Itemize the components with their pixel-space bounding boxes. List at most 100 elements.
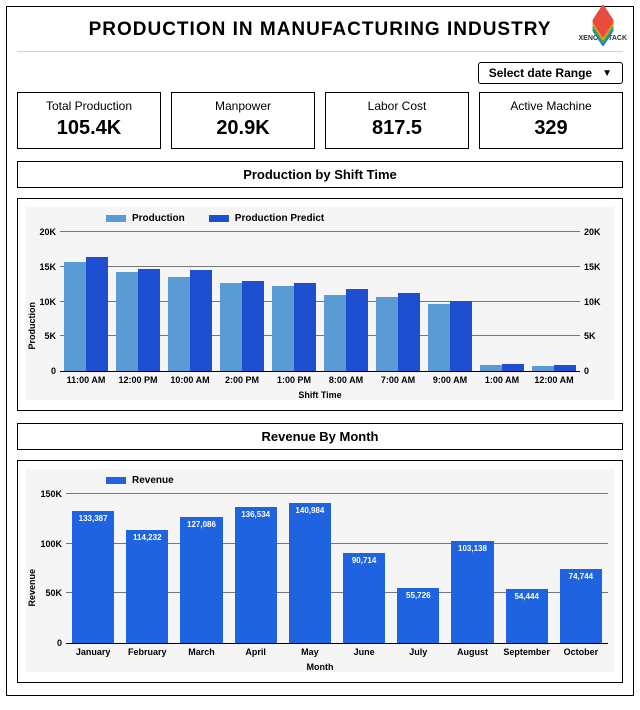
ytick-label: 20K <box>26 227 56 237</box>
xtick-label: 2:00 PM <box>225 375 259 385</box>
date-range-label: Select date Range <box>489 66 592 80</box>
x-axis: 11:00 AM12:00 PM10:00 AM2:00 PM1:00 PM8:… <box>60 372 580 386</box>
ytick-label: 0 <box>26 366 56 376</box>
kpi-label: Manpower <box>176 99 310 113</box>
section-title-shift: Production by Shift Time <box>17 161 623 188</box>
bar <box>138 269 160 371</box>
xtick-label: 10:00 AM <box>170 375 209 385</box>
revenue-chart: Revenue050K100K150KRevenue133,387114,232… <box>26 469 614 672</box>
kpi-card: Active Machine 329 <box>479 92 623 149</box>
bar-value-label: 136,534 <box>241 510 270 519</box>
date-range-select[interactable]: Select date Range ▼ <box>478 62 623 84</box>
xtick-label: July <box>409 647 427 657</box>
xtick-label: 12:00 AM <box>534 375 573 385</box>
bar: 54,444 <box>506 589 548 643</box>
bar <box>554 365 576 371</box>
xtick-label: October <box>564 647 599 657</box>
grid-line <box>60 266 580 267</box>
bar <box>220 283 242 371</box>
bar <box>450 301 472 371</box>
bar <box>64 262 86 371</box>
ytick-label: 0 <box>584 366 614 376</box>
legend-label: Production Predict <box>235 213 324 224</box>
xtick-label: 11:00 AM <box>67 375 106 385</box>
brand-logo: XENONSTACK <box>579 11 627 42</box>
plot-area: 05K10K15K20K05K10K15K20KProduction <box>60 232 580 372</box>
ytick-label: 5K <box>584 331 614 341</box>
bar <box>272 286 294 371</box>
shift-chart-panel: Production Production Predict 05K10K15K20K… <box>17 198 623 411</box>
bar-value-label: 55,726 <box>406 591 430 600</box>
xtick-label: April <box>245 647 266 657</box>
bar <box>116 272 138 371</box>
xtick-label: June <box>354 647 375 657</box>
date-row: Select date Range ▼ <box>17 62 623 84</box>
logo-stack-icon <box>592 11 614 33</box>
xtick-label: January <box>76 647 111 657</box>
chart-legend: Revenue <box>26 469 614 494</box>
y-axis-label: Production <box>27 302 37 350</box>
kpi-value: 105.4K <box>22 117 156 140</box>
xtick-label: August <box>457 647 488 657</box>
bar-value-label: 103,138 <box>458 544 487 553</box>
xtick-label: 1:00 AM <box>485 375 519 385</box>
legend-label: Production <box>132 213 185 224</box>
bar <box>86 257 108 371</box>
bar: 55,726 <box>397 588 439 643</box>
kpi-value: 817.5 <box>330 117 464 140</box>
bar <box>168 277 190 371</box>
bar-value-label: 90,714 <box>352 556 376 565</box>
legend-item: Production Predict <box>209 213 324 224</box>
x-axis: JanuaryFebruaryMarchAprilMayJuneJulyAugu… <box>66 644 608 658</box>
kpi-card: Labor Cost817.5 <box>325 92 469 149</box>
kpi-label: Active Machine <box>484 99 618 113</box>
kpi-row: Total Production 105.4K Manpower 20.9K Labor… <box>17 92 623 149</box>
bar <box>532 366 554 371</box>
xtick-label: 12:00 PM <box>118 375 157 385</box>
ytick-label: 150K <box>26 489 62 499</box>
kpi-card: Total Production 105.4K <box>17 92 161 149</box>
bar <box>242 281 264 371</box>
kpi-card: Manpower 20.9K <box>171 92 315 149</box>
legend-swatch-icon <box>209 215 229 222</box>
plot-area: 050K100K150KRevenue133,387114,232127,086… <box>66 494 608 644</box>
bar <box>294 283 316 371</box>
grid-line <box>60 231 580 232</box>
bar <box>376 297 398 371</box>
bar: 136,534 <box>235 507 277 643</box>
bar: 140,984 <box>289 503 331 643</box>
xtick-label: 1:00 PM <box>277 375 311 385</box>
bar: 103,138 <box>451 541 493 643</box>
bar <box>502 364 524 371</box>
bar-value-label: 133,387 <box>79 514 108 523</box>
bar-value-label: 127,086 <box>187 520 216 529</box>
bar: 133,387 <box>72 511 114 643</box>
legend-item: Production <box>106 213 185 224</box>
xtick-label: September <box>503 647 550 657</box>
legend-label: Revenue <box>132 475 174 486</box>
bar <box>190 270 212 371</box>
ytick-label: 15K <box>26 262 56 272</box>
bar: 127,086 <box>180 517 222 643</box>
xtick-label: March <box>188 647 215 657</box>
bar <box>428 304 450 371</box>
page-title: PRODUCTION IN MANUFACTURING INDUSTRY <box>17 15 623 52</box>
xtick-label: 7:00 AM <box>381 375 415 385</box>
bar: 114,232 <box>126 530 168 643</box>
bar: 90,714 <box>343 553 385 643</box>
kpi-value: 20.9K <box>176 117 310 140</box>
bar <box>346 289 368 371</box>
xtick-label: 9:00 AM <box>433 375 467 385</box>
header: PRODUCTION IN MANUFACTURING INDUSTRY XEN… <box>17 15 623 52</box>
kpi-value: 329 <box>484 117 618 140</box>
dashboard-page: PRODUCTION IN MANUFACTURING INDUSTRY XEN… <box>6 6 634 696</box>
shift-chart: Production Production Predict 05K10K15K20K… <box>26 207 614 400</box>
chart-legend: Production Production Predict <box>26 207 614 232</box>
bar-value-label: 54,444 <box>514 592 538 601</box>
xtick-label: May <box>301 647 319 657</box>
bar-value-label: 74,744 <box>569 572 593 581</box>
legend-item: Revenue <box>106 475 174 486</box>
ytick-label: 100K <box>26 539 62 549</box>
x-axis-label: Shift Time <box>26 390 614 400</box>
kpi-label: Total Production <box>22 99 156 113</box>
